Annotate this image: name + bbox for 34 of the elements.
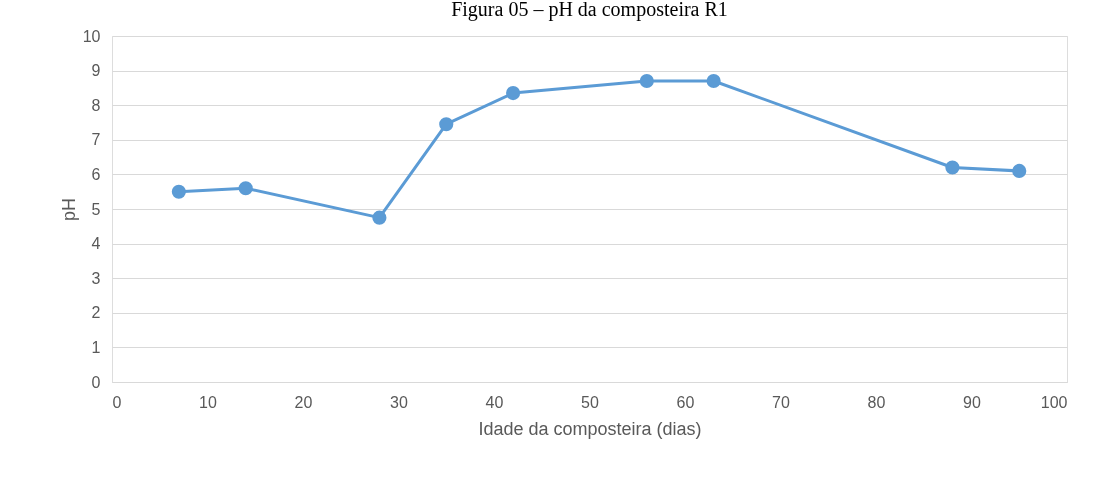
x-tick-label: 90 <box>963 393 981 411</box>
y-tick-label: 2 <box>91 304 101 322</box>
point <box>945 160 960 175</box>
x-tick-label: 30 <box>390 393 408 411</box>
y-axis-title: pH <box>58 197 79 222</box>
x-tick-label: 100 <box>1040 393 1068 411</box>
x-tick-label: 20 <box>294 393 313 411</box>
point <box>639 73 654 89</box>
x-tick-label: 40 <box>485 393 504 411</box>
x-tick-label: 50 <box>581 393 599 411</box>
point <box>238 181 253 196</box>
y-tick-label: 8 <box>91 96 101 114</box>
x-tick-label: 80 <box>867 393 886 411</box>
point <box>439 117 454 132</box>
y-tick-label: 10 <box>82 27 101 45</box>
y-tick-label: 4 <box>91 235 101 253</box>
y-tick-label: 1 <box>91 338 101 356</box>
x-tick-label: 70 <box>772 393 790 411</box>
x-tick-label: 10 <box>199 393 217 411</box>
y-tick-label: 5 <box>91 200 101 218</box>
point <box>506 86 521 101</box>
x-axis-title: Idade da composteira (dias) <box>478 418 702 439</box>
x-tick-label: 60 <box>676 393 695 411</box>
y-tick-label: 9 <box>91 62 101 80</box>
point <box>706 73 721 89</box>
y-tick-label: 6 <box>91 165 101 183</box>
chart-title: Figura 05 – pH da composteira R1 <box>451 0 728 21</box>
x-tick-label: 0 <box>112 393 122 411</box>
y-tick-label: 7 <box>91 131 101 149</box>
point <box>1012 163 1027 178</box>
y-tick-label: 3 <box>91 269 101 287</box>
point <box>372 210 387 225</box>
y-tick-label: 0 <box>91 373 101 391</box>
point <box>171 184 186 199</box>
